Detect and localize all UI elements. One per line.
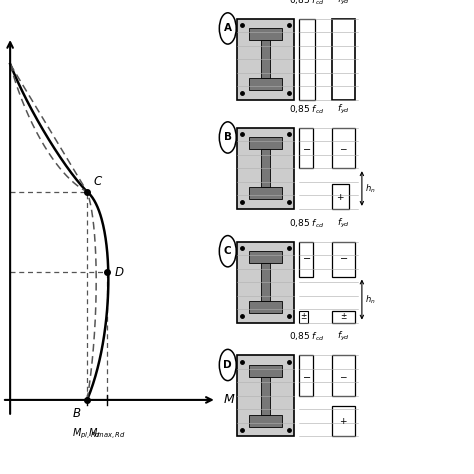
Text: $+$: $+$ [336, 191, 345, 201]
Bar [332, 242, 356, 276]
Text: $-$: $-$ [301, 371, 311, 381]
Bar [237, 128, 293, 209]
Text: $f_{yd}$: $f_{yd}$ [337, 217, 350, 229]
Bar [249, 251, 282, 263]
Bar [299, 242, 313, 276]
Text: A: A [224, 23, 232, 34]
Text: $-$: $-$ [301, 143, 311, 153]
Text: $0{,}85\ f_{cd}$: $0{,}85\ f_{cd}$ [289, 331, 325, 343]
Bar [237, 18, 293, 100]
Text: C: C [93, 175, 101, 188]
Bar [299, 310, 308, 322]
Bar [332, 406, 356, 436]
Text: $\pm$: $\pm$ [300, 311, 307, 321]
Bar [261, 377, 270, 415]
Text: $\pm$: $\pm$ [340, 311, 347, 321]
Text: D: D [223, 360, 232, 370]
Text: $+$: $+$ [339, 416, 348, 426]
Bar [249, 28, 282, 40]
Bar [261, 263, 270, 301]
Bar [249, 78, 282, 90]
Text: B: B [73, 407, 81, 420]
Bar [237, 356, 293, 436]
Text: B: B [224, 132, 232, 143]
Bar [332, 184, 349, 209]
Bar [332, 128, 356, 168]
Bar [249, 415, 282, 427]
Text: $h_n$: $h_n$ [365, 182, 376, 195]
Bar [299, 18, 315, 100]
Bar [249, 187, 282, 199]
Text: C: C [224, 246, 232, 256]
Bar [299, 128, 313, 168]
Bar [261, 40, 270, 78]
Text: $0{,}85\ f_{cd}$: $0{,}85\ f_{cd}$ [289, 217, 325, 229]
Bar [299, 356, 313, 396]
Text: $M$: $M$ [223, 393, 235, 406]
Text: $f_{yd}$: $f_{yd}$ [337, 0, 350, 7]
Text: $-$: $-$ [339, 371, 348, 380]
Bar [249, 137, 282, 149]
Text: $0{,}85\ f_{cd}$: $0{,}85\ f_{cd}$ [289, 103, 325, 116]
Bar [249, 301, 282, 313]
Text: $M_{max,Rd}$: $M_{max,Rd}$ [89, 427, 126, 442]
Text: $h_n$: $h_n$ [365, 293, 376, 306]
Text: $-$: $-$ [339, 144, 348, 153]
Text: $f_{yd}$: $f_{yd}$ [337, 103, 350, 116]
Text: $f_{yd}$: $f_{yd}$ [337, 330, 350, 343]
Bar [332, 18, 356, 100]
Text: D: D [114, 266, 123, 279]
Text: $M_{pl,Rd}$: $M_{pl,Rd}$ [73, 427, 102, 441]
Bar [249, 365, 282, 377]
Bar [237, 242, 293, 322]
Bar [261, 149, 270, 187]
Text: $-$: $-$ [301, 252, 311, 262]
Bar [332, 356, 356, 396]
Bar [332, 310, 356, 322]
Text: $0{,}85\ f_{cd}$: $0{,}85\ f_{cd}$ [289, 0, 325, 7]
Text: $-$: $-$ [339, 252, 348, 262]
